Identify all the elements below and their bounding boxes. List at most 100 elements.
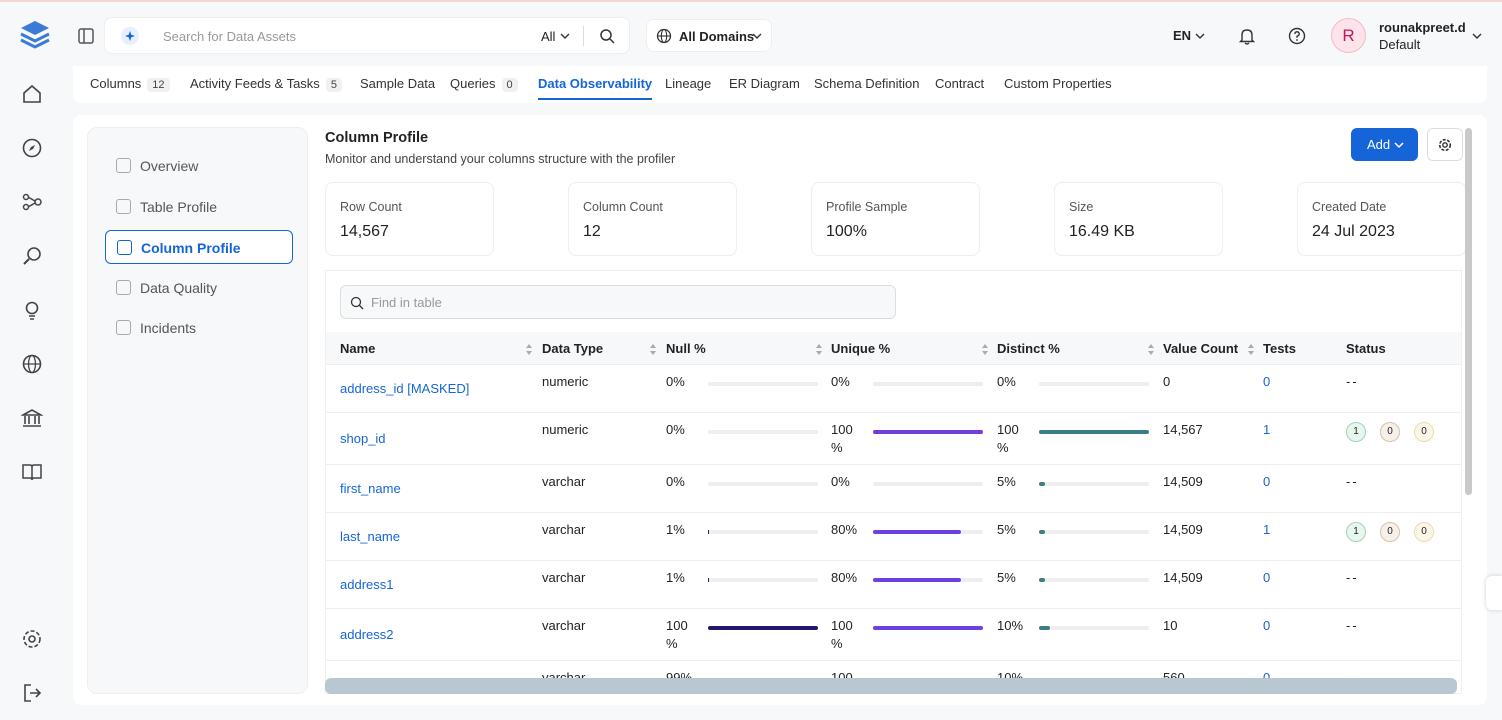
tab[interactable]: Lineage [665,76,711,91]
settings-icon[interactable] [21,628,43,650]
tests-count[interactable]: 0 [1263,618,1271,633]
percent-label: 0% [997,374,1016,389]
tab[interactable]: Contract [935,76,984,91]
progress-bar [708,626,818,630]
tests-count[interactable]: 0 [1263,670,1271,679]
avatar[interactable]: R [1331,18,1366,53]
column-header[interactable]: Tests [1263,341,1296,356]
table-search[interactable]: Find in table [340,285,896,319]
sort-icon[interactable] [982,343,988,355]
sidebar-toggle[interactable] [78,28,94,44]
progress-bar [708,530,710,534]
menu-item[interactable]: Overview [105,149,293,183]
tests-count[interactable]: 0 [1263,374,1271,389]
menu-item[interactable]: Table Profile [105,190,293,224]
column-name[interactable]: address1 [340,576,394,592]
tab[interactable]: Columns 12 [90,76,170,92]
tab-label: Activity Feeds & Tasks [190,76,320,91]
tab[interactable]: Activity Feeds & Tasks 5 [190,76,342,92]
percent-label: 100 % [831,618,853,651]
progress-track [873,382,983,386]
add-button[interactable]: Add [1351,128,1418,161]
settings-button[interactable] [1427,128,1463,161]
progress-track [1039,430,1149,434]
table-row: last_name varchar 1% 80% 5% 14,509 1 1 0 0 [326,513,1461,561]
horizontal-scrollbar[interactable] [325,678,1457,694]
sort-icon[interactable] [1148,343,1154,355]
column-name[interactable]: first_name [340,480,401,496]
column-header[interactable]: Value Count [1163,341,1239,356]
sort-icon[interactable] [650,343,656,355]
menu-icon [116,279,131,295]
column-header[interactable]: Data Type [542,341,604,356]
sort-icon[interactable] [1248,343,1254,355]
table-row: address_id [MASKED] numeric 0% 0% 0% 0 0 -- [326,365,1461,413]
progress-track [1039,482,1149,486]
stat-label: Created Date [1312,200,1387,214]
bell-icon[interactable] [1238,27,1256,45]
user-role: Default [1379,37,1421,52]
status-badge: 0 [1414,422,1434,442]
vertical-scrollbar[interactable] [1465,128,1472,495]
tab[interactable]: Schema Definition [814,76,920,91]
tests-count[interactable]: 1 [1263,422,1271,437]
logo[interactable] [18,18,52,52]
column-name[interactable]: last_name [340,528,400,544]
search-filter[interactable]: All [541,29,556,44]
tab[interactable]: Sample Data [360,76,435,91]
column-name[interactable]: address2 [340,626,394,642]
progress-track [708,578,818,582]
menu-item[interactable]: Data Quality [105,271,293,305]
domain-selector[interactable]: All Domains [646,19,772,52]
column-header[interactable]: Status [1346,341,1386,356]
data-type: varchar [542,570,586,585]
side-tab[interactable] [1486,576,1502,610]
spacer [326,421,1461,457]
logout-icon[interactable] [21,682,43,704]
observability-icon[interactable] [21,245,43,267]
sort-icon[interactable] [816,343,822,355]
progress-track [873,430,983,434]
column-name[interactable]: address_id [MASKED] [340,380,470,396]
glossary-icon[interactable] [21,461,43,483]
governance-icon[interactable] [21,407,43,429]
stat-card: Created Date 24 Jul 2023 [1297,182,1466,256]
spacer [326,617,1461,653]
stat-value: 12 [583,223,601,240]
column-header[interactable]: Distinct % [997,341,1060,356]
tab-bar: Columns 12 Activity Feeds & Tasks 5 Sample D… [73,66,1487,103]
tests-count[interactable]: 1 [1263,522,1271,537]
tab[interactable]: Queries 0 [450,76,518,92]
insights-icon[interactable] [21,299,43,321]
column-header[interactable]: Null % [666,341,706,356]
percent-label: 99% [666,670,693,679]
globe-icon [656,28,672,44]
search-bar[interactable]: Search for Data Assets All [104,17,630,54]
percent-label: 5% [997,522,1016,537]
lineage-icon[interactable] [21,191,43,213]
language[interactable]: EN [1173,28,1192,43]
divider [583,26,584,46]
menu-item[interactable]: Column Profile [105,230,293,264]
column-header[interactable]: Name [340,341,376,356]
column-name[interactable]: shop_id [340,430,386,446]
tab[interactable]: Custom Properties [1004,76,1112,91]
domain-label: All Domains [679,29,755,44]
value-count: 14,509 [1163,474,1203,489]
column-header[interactable]: Unique % [831,341,891,356]
home-icon[interactable] [21,83,43,105]
tests-count[interactable]: 0 [1263,474,1271,489]
chevron[interactable] [1472,31,1482,41]
help-icon[interactable] [1288,27,1306,45]
menu-item[interactable]: Incidents [105,311,293,345]
explore-icon[interactable] [21,137,43,159]
progress-track [708,482,818,486]
domains-icon[interactable] [21,353,43,375]
tests-count[interactable]: 0 [1263,570,1271,585]
search-icon[interactable] [599,28,615,44]
sort-icon[interactable] [526,343,532,355]
tab[interactable]: Data Observability [538,76,653,100]
tab[interactable]: ER Diagram [729,76,800,91]
stat-label: Column Count [583,200,663,214]
